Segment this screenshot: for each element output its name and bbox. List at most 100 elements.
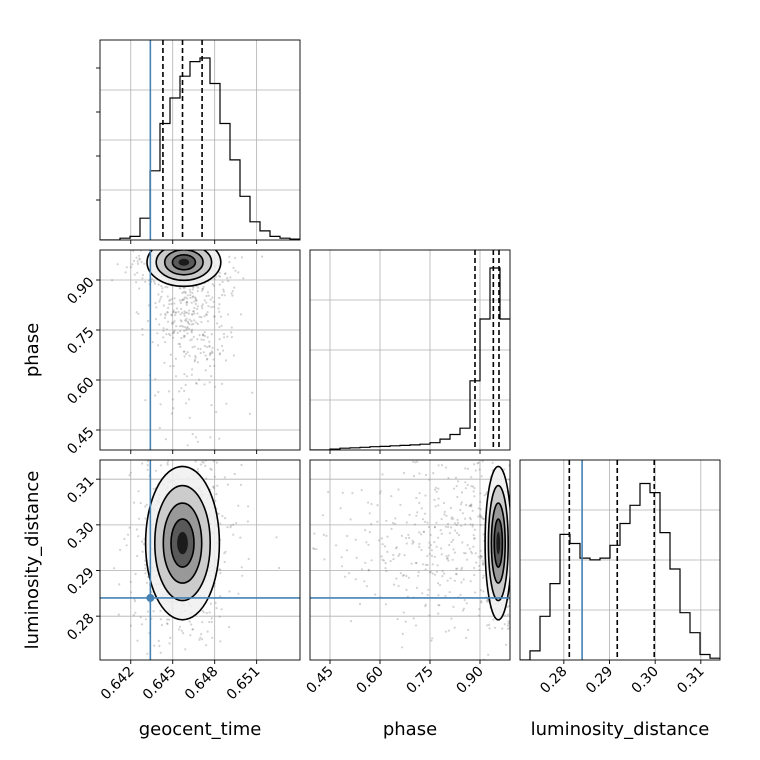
sample-point xyxy=(379,490,382,493)
sample-point xyxy=(154,378,157,381)
sample-point xyxy=(474,469,477,472)
sample-point xyxy=(210,617,213,620)
sample-point xyxy=(479,524,482,527)
sample-point xyxy=(187,234,189,236)
sample-point xyxy=(183,336,186,339)
sample-point xyxy=(240,463,243,467)
sample-point xyxy=(396,618,399,621)
sample-point xyxy=(183,389,186,392)
sample-point xyxy=(165,328,168,331)
sample-point xyxy=(346,534,349,538)
sample-point xyxy=(512,573,514,575)
sample-point xyxy=(208,353,211,357)
sample-point xyxy=(521,596,523,598)
sample-point xyxy=(186,311,189,314)
sample-point xyxy=(162,327,165,330)
panel-geocent_time_vs_luminosity_distance xyxy=(100,442,300,660)
sample-point xyxy=(190,442,192,444)
sample-point xyxy=(416,511,419,514)
sample-point xyxy=(223,336,226,339)
sample-point xyxy=(184,648,187,651)
sample-point xyxy=(288,543,290,545)
sample-point xyxy=(196,307,199,311)
sample-point xyxy=(402,611,405,614)
sample-point xyxy=(450,516,453,519)
sample-point xyxy=(222,349,225,352)
sample-point xyxy=(136,639,139,642)
sample-point xyxy=(313,532,316,535)
sample-point xyxy=(189,291,192,294)
sample-point xyxy=(169,365,172,368)
sample-point xyxy=(173,320,176,323)
sample-point xyxy=(380,537,383,540)
sample-point xyxy=(183,314,186,317)
sample-point xyxy=(181,291,184,295)
sample-point xyxy=(423,520,427,524)
sample-point xyxy=(467,452,469,454)
sample-point xyxy=(512,567,514,569)
sample-point xyxy=(526,524,528,526)
sample-point xyxy=(179,223,181,225)
sample-point xyxy=(478,515,482,518)
sample-point xyxy=(450,517,453,520)
sample-point xyxy=(132,614,135,617)
sample-point xyxy=(194,297,197,300)
sample-point xyxy=(454,476,458,479)
sample-point xyxy=(405,574,408,578)
sample-point xyxy=(166,237,168,239)
sample-point xyxy=(185,297,189,300)
sample-point xyxy=(224,550,227,553)
sample-point xyxy=(170,412,173,415)
sample-point xyxy=(424,568,427,571)
sample-point xyxy=(203,315,206,318)
sample-point xyxy=(116,263,119,266)
sample-point xyxy=(153,280,156,283)
sample-point xyxy=(174,357,177,360)
sample-point xyxy=(222,599,224,601)
sample-point xyxy=(468,547,471,550)
sample-point xyxy=(151,277,154,280)
x-tick-label-luminosity_distance: 0.28 xyxy=(537,664,570,697)
sample-point xyxy=(442,501,446,505)
sample-point xyxy=(490,455,492,457)
sample-point xyxy=(162,304,165,307)
sample-point xyxy=(473,463,476,466)
sample-point xyxy=(196,286,200,289)
sample-point xyxy=(138,287,141,290)
sample-point xyxy=(213,315,216,318)
contour-level-4 xyxy=(177,531,188,555)
sample-point xyxy=(146,319,149,323)
sample-point xyxy=(152,487,155,490)
panel-geocent_time_vs_phase xyxy=(111,223,264,450)
sample-point xyxy=(125,544,128,547)
sample-point xyxy=(425,563,428,567)
sample-point xyxy=(485,491,488,494)
sample-point xyxy=(218,568,221,571)
sample-point xyxy=(377,539,381,542)
sample-point xyxy=(178,628,181,631)
sample-point xyxy=(205,301,208,304)
sample-point xyxy=(453,551,456,554)
sample-point xyxy=(191,328,194,331)
sample-point xyxy=(432,472,435,475)
sample-point xyxy=(189,339,192,342)
sample-point xyxy=(429,544,432,547)
sample-point xyxy=(187,237,189,239)
sample-point xyxy=(111,279,114,282)
sample-point xyxy=(461,541,464,544)
sample-point xyxy=(514,526,516,528)
sample-point xyxy=(186,327,189,330)
sample-point xyxy=(202,333,205,336)
sample-point xyxy=(140,260,143,264)
sample-point xyxy=(403,554,406,557)
sample-point xyxy=(360,568,364,571)
sample-point xyxy=(215,461,218,464)
sample-point xyxy=(185,317,188,320)
sample-point xyxy=(198,638,201,641)
sample-point xyxy=(172,330,175,333)
sample-point xyxy=(176,331,179,334)
sample-point xyxy=(166,320,170,323)
sample-point xyxy=(354,538,357,541)
sample-point xyxy=(394,547,398,550)
sample-point xyxy=(212,358,215,361)
